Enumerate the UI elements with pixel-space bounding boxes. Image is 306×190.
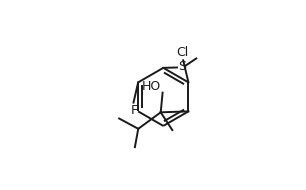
Text: HO: HO — [142, 80, 161, 93]
Text: Cl: Cl — [176, 46, 188, 59]
Text: F: F — [130, 104, 137, 117]
Text: S: S — [178, 60, 186, 73]
